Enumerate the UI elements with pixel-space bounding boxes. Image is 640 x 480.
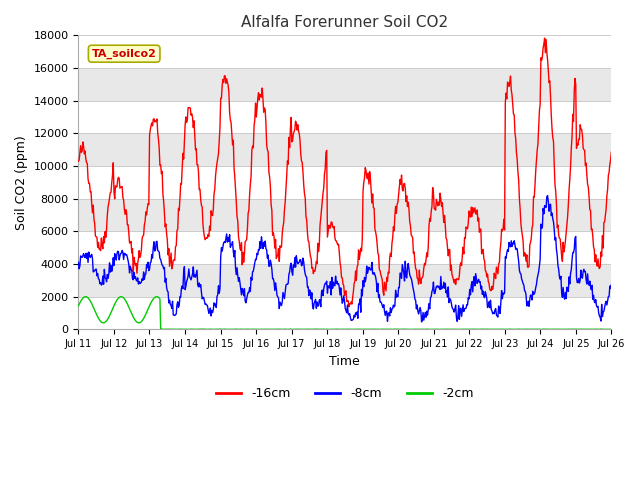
-8cm: [221, 240, 229, 245]
Bar: [79, 36, 611, 68]
Line: -8cm: -8cm: [79, 195, 611, 322]
X-axis label: Time: Time: [330, 355, 360, 368]
-8cm: [426, 306, 433, 312]
-2cm: [195, 326, 202, 332]
-16cm: [426, 216, 433, 221]
Bar: [79, 133, 611, 166]
Y-axis label: Soil CO2 (ppm): Soil CO2 (ppm): [15, 135, 28, 230]
-16cm: [345, 304, 353, 310]
Line: -16cm: -16cm: [79, 38, 611, 307]
Bar: [79, 199, 611, 231]
-2cm: [223, 326, 230, 332]
Bar: [79, 101, 611, 133]
-16cm: [75, 158, 83, 164]
-8cm: [418, 319, 426, 325]
-8cm: [139, 277, 147, 283]
-16cm: [541, 35, 548, 41]
-8cm: [544, 192, 552, 198]
-2cm: [75, 303, 83, 309]
-16cm: [193, 162, 201, 168]
-16cm: [410, 249, 418, 255]
Bar: [79, 68, 611, 101]
-16cm: [139, 233, 147, 239]
Legend: -16cm, -8cm, -2cm: -16cm, -8cm, -2cm: [211, 383, 479, 406]
-2cm: [411, 326, 419, 332]
-8cm: [607, 282, 615, 288]
-8cm: [193, 267, 201, 273]
Bar: [79, 297, 611, 329]
-2cm: [85, 296, 93, 301]
-2cm: [607, 326, 615, 332]
-2cm: [427, 326, 435, 332]
-16cm: [221, 73, 229, 79]
-2cm: [159, 326, 167, 332]
-2cm: [82, 294, 90, 300]
Bar: [79, 166, 611, 199]
-16cm: [607, 149, 615, 155]
Text: TA_soilco2: TA_soilco2: [92, 48, 157, 59]
-16cm: [84, 176, 92, 182]
-2cm: [140, 316, 147, 322]
-8cm: [410, 287, 417, 293]
Bar: [79, 231, 611, 264]
Line: -2cm: -2cm: [79, 297, 611, 329]
Title: Alfalfa Forerunner Soil CO2: Alfalfa Forerunner Soil CO2: [241, 15, 449, 30]
Bar: [79, 264, 611, 297]
-8cm: [84, 260, 92, 265]
-8cm: [75, 259, 83, 265]
